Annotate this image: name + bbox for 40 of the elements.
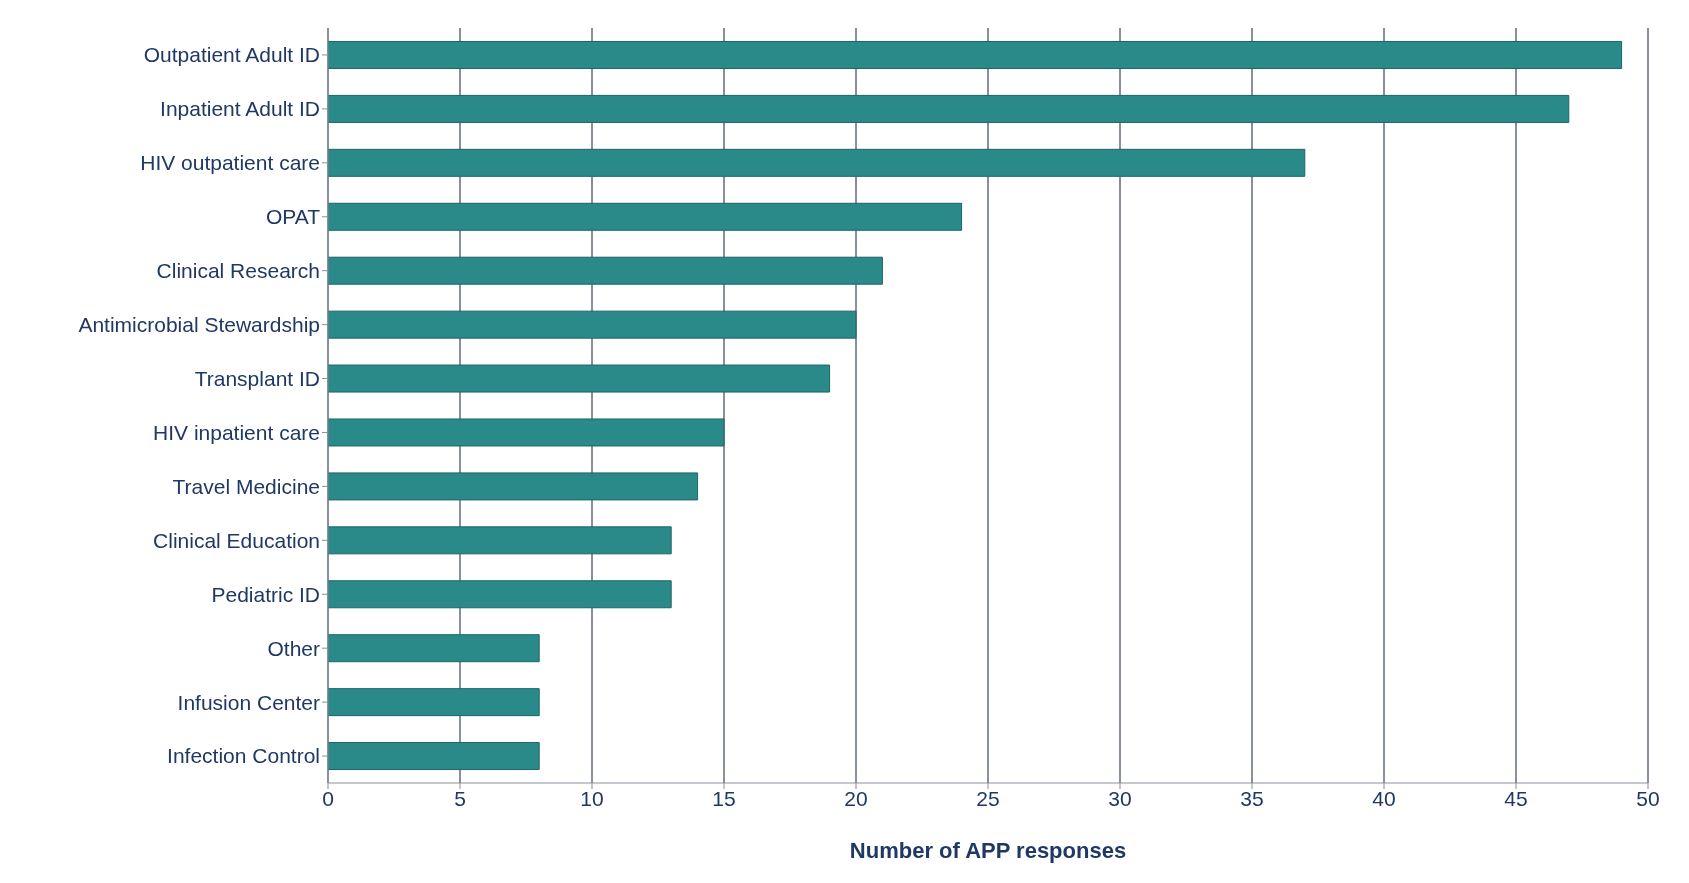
y-tick-label: Clinical Research — [156, 259, 320, 283]
y-tick-label: OPAT — [265, 205, 321, 229]
bar — [328, 634, 540, 663]
y-tick-label: Outpatient Adult ID — [143, 43, 320, 67]
y-tick-label: Infection Control — [167, 744, 320, 768]
x-tick-label: 10 — [580, 786, 604, 810]
bar — [328, 580, 672, 609]
x-tick-label: 45 — [1504, 786, 1528, 810]
bar — [328, 472, 699, 501]
x-tick-label: 25 — [976, 786, 1000, 810]
x-tick-label: 0 — [322, 786, 334, 810]
bar — [328, 148, 1306, 177]
bar — [328, 310, 857, 339]
x-tick-label: 50 — [1636, 786, 1660, 810]
x-tick-label: 20 — [844, 786, 868, 810]
bar — [328, 742, 540, 771]
bar — [328, 40, 1623, 69]
bar — [328, 688, 540, 717]
x-tick-label: 35 — [1240, 786, 1264, 810]
bar — [328, 418, 725, 447]
y-tick-label: HIV outpatient care — [140, 151, 320, 175]
bar — [328, 202, 963, 231]
x-tick-label: 40 — [1372, 786, 1396, 810]
x-axis-title: Number of APP responses — [849, 838, 1127, 863]
bar — [328, 256, 883, 285]
y-tick-label: Infusion Center — [177, 690, 320, 714]
y-tick-label: Transplant ID — [194, 366, 320, 390]
y-tick-label: Inpatient Adult ID — [160, 97, 320, 121]
y-tick-label: Clinical Education — [153, 528, 320, 552]
y-tick-label: Other — [267, 636, 320, 660]
bar — [328, 526, 672, 555]
y-tick-label: HIV inpatient care — [153, 420, 320, 444]
y-tick-label: Travel Medicine — [172, 474, 320, 498]
x-tick-label: 15 — [712, 786, 736, 810]
bar — [328, 364, 831, 393]
y-tick-label: Pediatric ID — [211, 582, 320, 606]
y-tick-label: Antimicrobial Stewardship — [78, 313, 320, 337]
x-tick-label: 5 — [454, 786, 466, 810]
x-tick-label: 30 — [1108, 786, 1132, 810]
bar — [328, 94, 1570, 123]
